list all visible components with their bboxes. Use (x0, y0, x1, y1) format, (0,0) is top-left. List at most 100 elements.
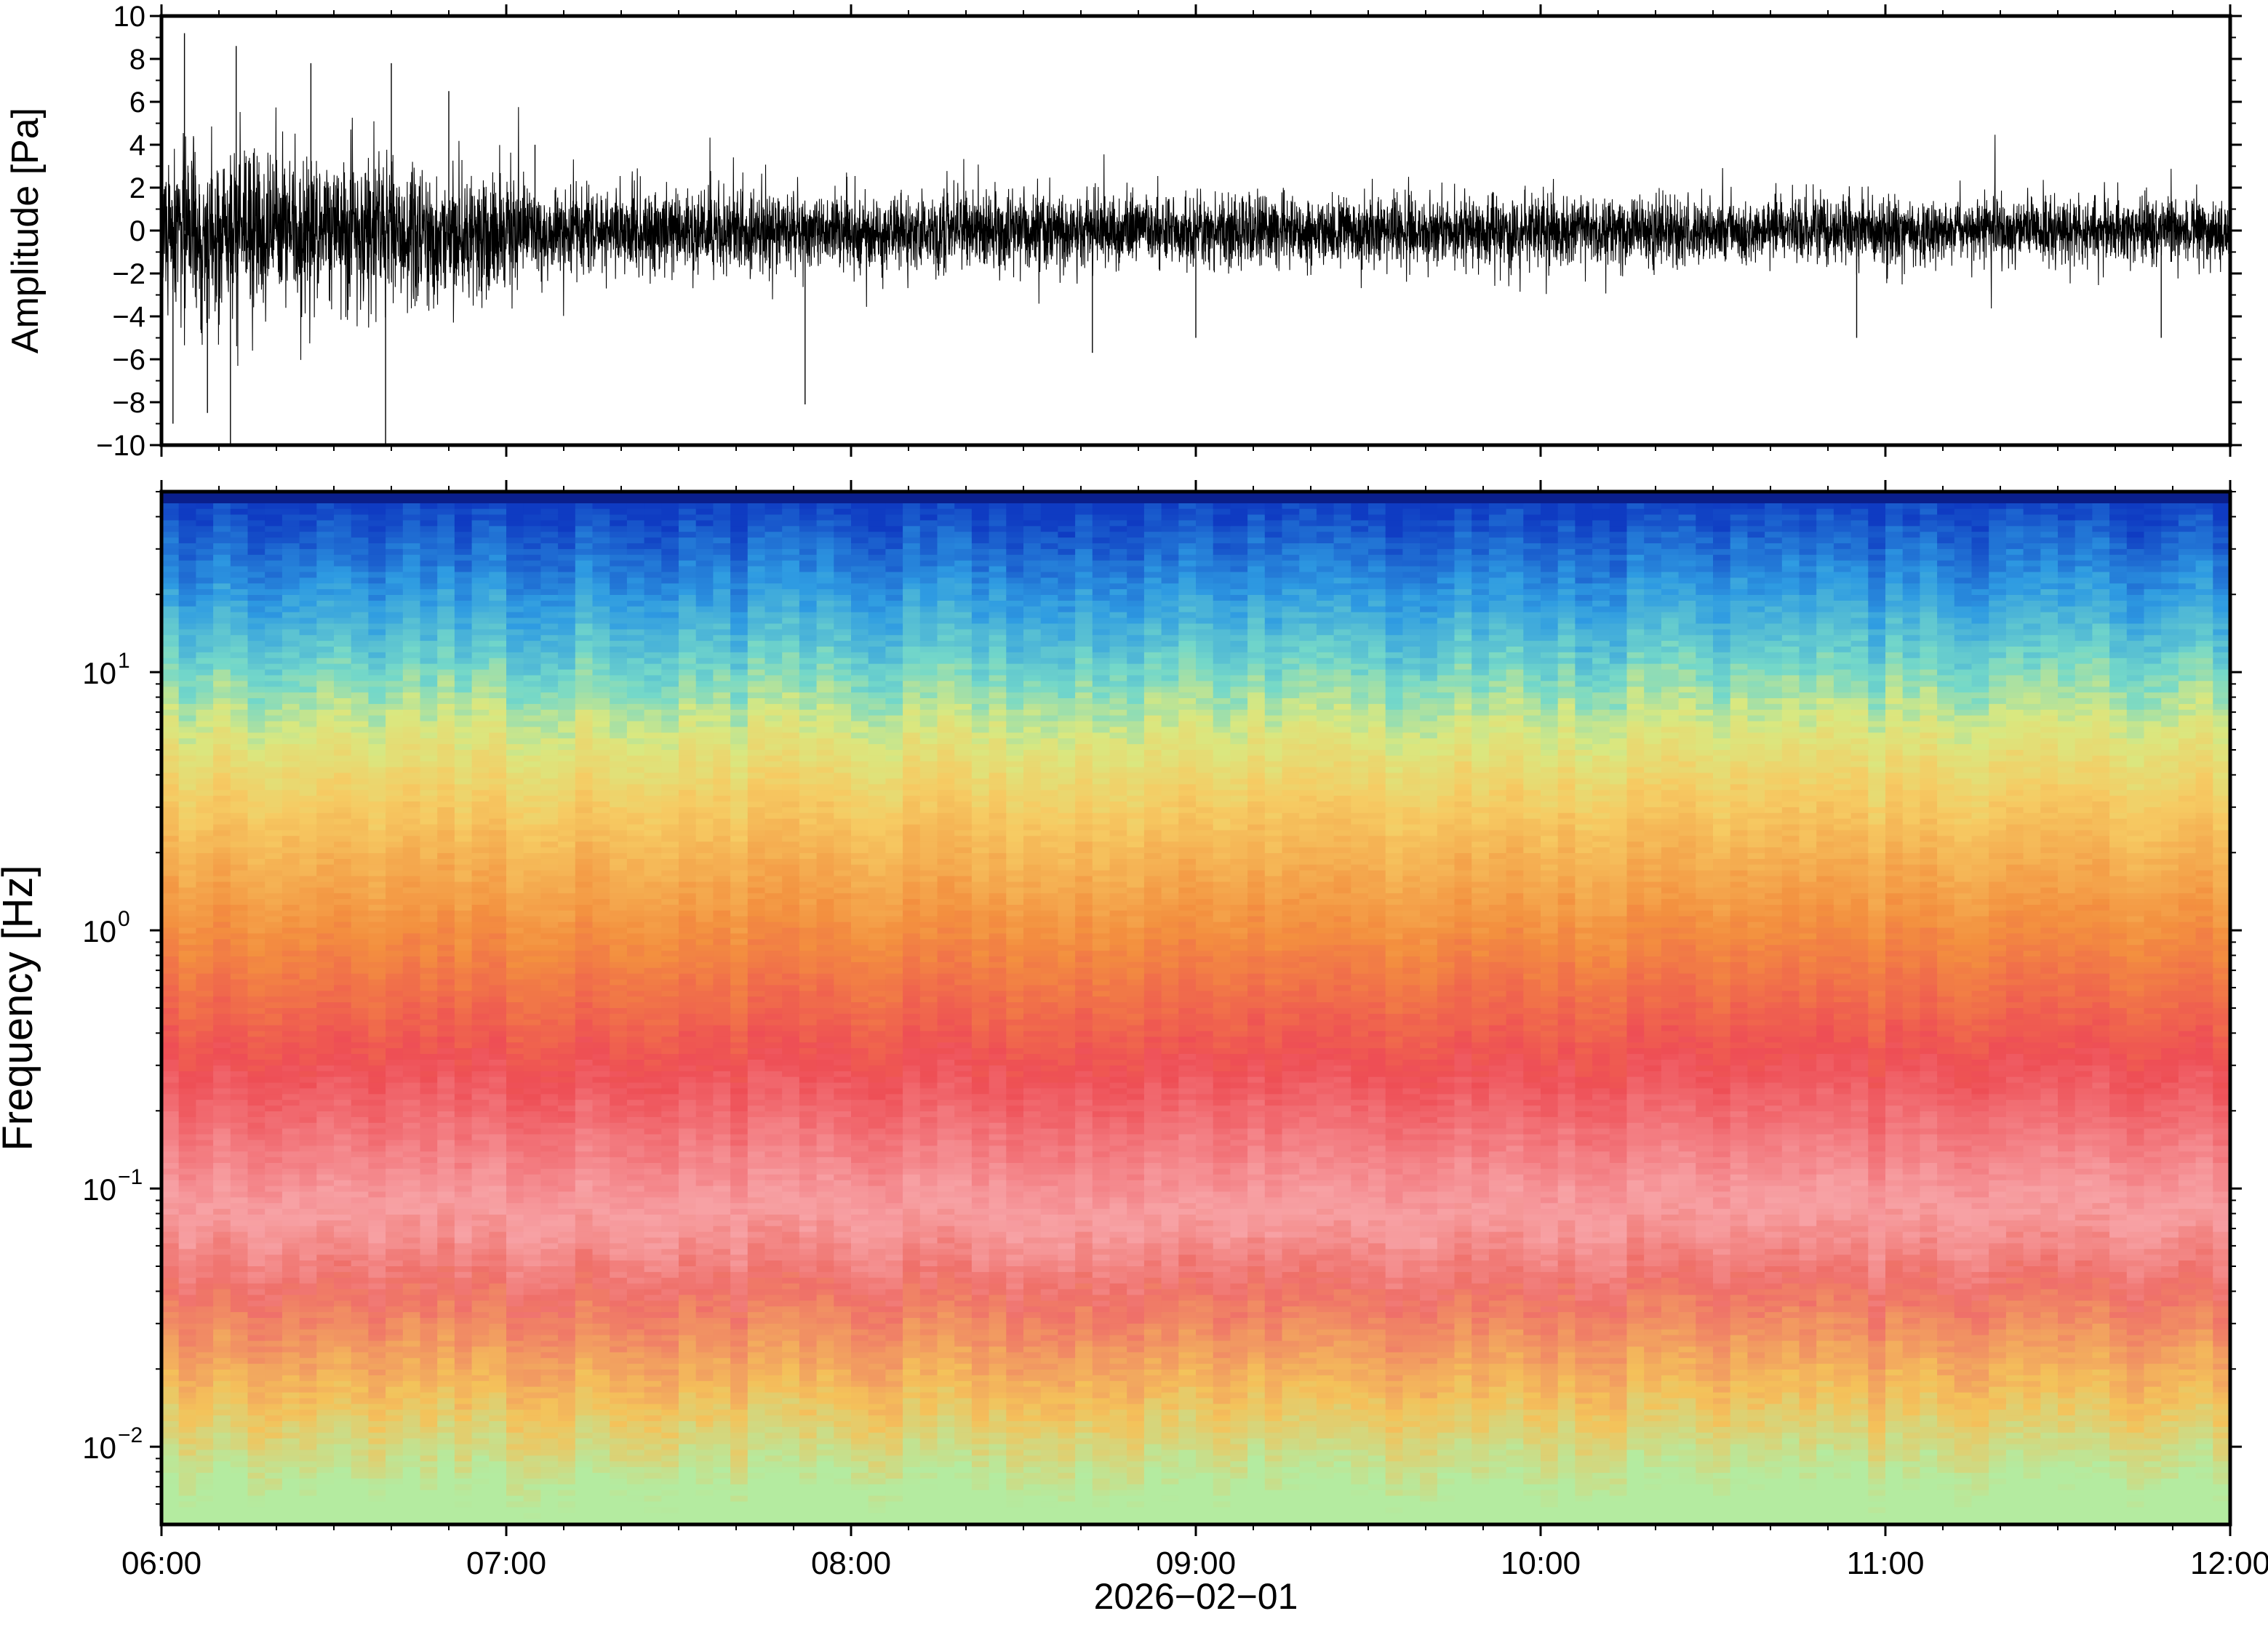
spectrogram-cell (161, 996, 179, 1002)
spectrogram-cell (300, 1364, 317, 1370)
spectrogram-cell (437, 1036, 455, 1042)
spectrogram-cell (196, 1020, 213, 1026)
spectrogram-cell (161, 1312, 179, 1318)
spectrogram-cell (334, 1020, 351, 1026)
spectrogram-cell (386, 1186, 403, 1192)
spectrogram-cell (575, 1106, 593, 1111)
spectrogram-cell (196, 595, 213, 601)
spectrogram-cell (196, 1088, 213, 1094)
spectrogram-cell (575, 1066, 593, 1071)
spectrogram-cell (540, 922, 558, 928)
spectrogram-cell (593, 652, 610, 658)
spectrogram-cell (213, 543, 231, 549)
spectrogram-cell (575, 1496, 593, 1502)
spectrogram-cell (489, 629, 506, 635)
spectrogram-cell (300, 1278, 317, 1284)
spectrogram-cell (489, 732, 506, 738)
spectrogram-cell (524, 796, 541, 801)
spectrogram-cell (231, 859, 248, 865)
spectrogram-cell (593, 721, 610, 727)
spectrogram-cell (265, 1496, 282, 1502)
spectrogram-cell (179, 1146, 196, 1151)
spectrogram-cell (403, 1175, 420, 1180)
spectrogram-cell (231, 1191, 248, 1197)
spectrogram-cell (282, 1249, 300, 1255)
spectrogram-cell (593, 1433, 610, 1439)
spectrogram-cell (437, 595, 455, 601)
spectrogram-cell (161, 612, 179, 618)
spectrogram-cell (437, 1300, 455, 1306)
spectrogram-cell (213, 1020, 231, 1026)
spectrogram-cell (524, 555, 541, 561)
spectrogram-cell (386, 1398, 403, 1404)
spectrogram-cell (386, 773, 403, 779)
spectrogram-cell (455, 859, 472, 865)
spectrogram-cell (540, 1215, 558, 1220)
spectrogram-cell (334, 1278, 351, 1284)
spectrogram-cell (316, 1220, 334, 1226)
spectrogram-cell (575, 859, 593, 865)
spectrogram-cell (196, 1450, 213, 1455)
spectrogram-cell (403, 738, 420, 744)
spectrogram-cell (196, 876, 213, 882)
spectrogram-cell (248, 1048, 265, 1054)
spectrogram-cell (610, 980, 627, 986)
spectrogram-cell (300, 675, 317, 681)
spectrogram-cell (472, 526, 490, 532)
spectrogram-cell (334, 836, 351, 842)
spectrogram-cell (403, 543, 420, 549)
spectrogram-cell (316, 509, 334, 515)
spectrogram-cell (403, 687, 420, 692)
spectrogram-cell (524, 830, 541, 836)
spectrogram-cell (213, 710, 231, 716)
spectrogram-cell (403, 1410, 420, 1415)
spectrogram-cell (472, 1370, 490, 1375)
spectrogram-cell (282, 1266, 300, 1272)
spectrogram-cell (455, 1060, 472, 1066)
spectrogram-cell (196, 761, 213, 767)
spectrogram-cell (248, 1375, 265, 1381)
spectrogram-cell (472, 1123, 490, 1129)
spectrogram-cell (179, 1071, 196, 1077)
spectrogram-cell (455, 1433, 472, 1439)
spectrogram-cell (161, 1507, 179, 1513)
spectrogram-cell (489, 1220, 506, 1226)
spectrogram-cell (213, 974, 231, 980)
spectrogram-cell (351, 687, 369, 692)
spectrogram-cell (161, 750, 179, 756)
spectrogram-cell (455, 567, 472, 572)
spectrogram-cell (472, 537, 490, 543)
spectrogram-cell (316, 1232, 334, 1238)
spectrogram-cell (403, 658, 420, 664)
spectrogram-cell (489, 549, 506, 555)
spectrogram-cell (403, 1266, 420, 1272)
spectrogram-cell (248, 641, 265, 647)
spectrogram-cell (161, 951, 179, 956)
spectrogram-cell (403, 1048, 420, 1054)
spectrogram-cell (179, 1300, 196, 1306)
spectrogram-cell (610, 974, 627, 980)
spectrogram-cell (575, 1260, 593, 1266)
spectrogram-cell (524, 761, 541, 767)
spectrogram-cell (368, 922, 386, 928)
spectrogram-cell (334, 801, 351, 807)
spectrogram-cell (472, 652, 490, 658)
spectrogram-cell (420, 819, 438, 825)
spectrogram-cell (472, 825, 490, 831)
spectrogram-cell (196, 1375, 213, 1381)
spectrogram-cell (420, 601, 438, 607)
spectrogram-cell (455, 727, 472, 732)
spectrogram-cell (265, 692, 282, 698)
spectrogram-cell (265, 1467, 282, 1473)
spectrogram-cell (179, 893, 196, 899)
spectrogram-cell (196, 670, 213, 676)
spectrogram-cell (282, 687, 300, 692)
spectrogram-cell (282, 503, 300, 509)
spectrogram-cell (472, 1479, 490, 1484)
spectrogram-cell (455, 1175, 472, 1180)
spectrogram-cell (231, 526, 248, 532)
spectrogram-cell (506, 1014, 524, 1020)
spectrogram-cell (368, 1203, 386, 1209)
spectrogram-cell (489, 911, 506, 916)
spectrogram-cell (489, 876, 506, 882)
